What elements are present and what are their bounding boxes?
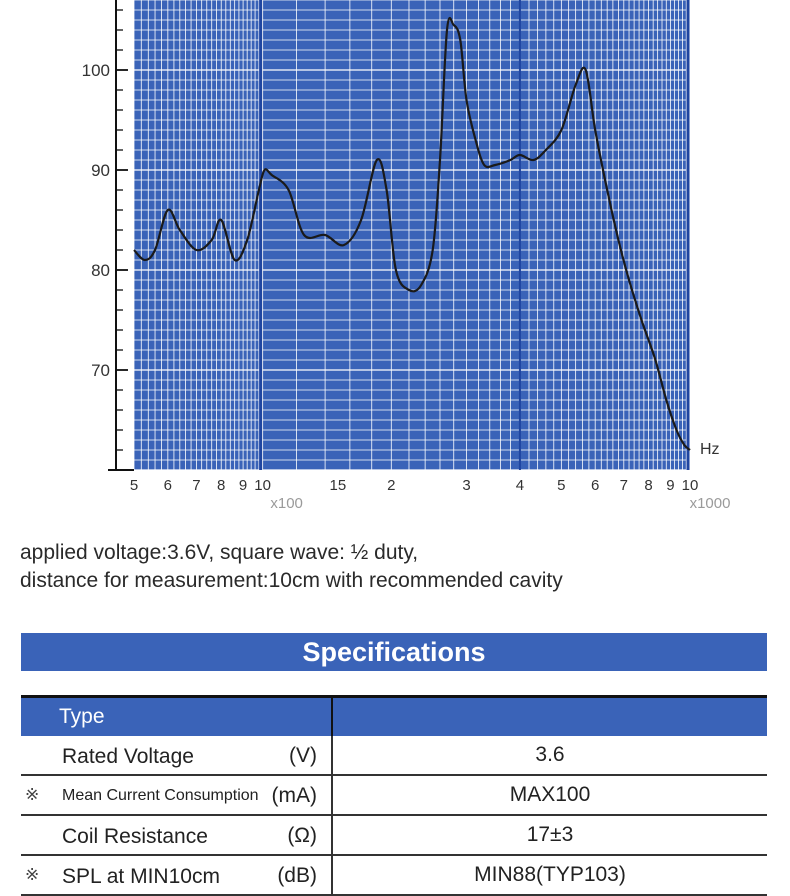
type-header: Type [21, 695, 332, 736]
grid-lines [133, 0, 691, 471]
x-unit-label: Hz [700, 441, 720, 458]
spec-parameter-name: Coil Resistance [62, 825, 208, 848]
y-tick-label: 90 [91, 161, 110, 180]
x-tick-label: 10 [254, 477, 271, 494]
spec-parameter-name: SPL at MIN10cm [62, 865, 220, 888]
x-tick-label: 3 [462, 477, 470, 494]
spec-unit: (Ω) [287, 824, 317, 847]
type-value-header [331, 695, 767, 736]
y-tick-label: 80 [91, 261, 110, 280]
x-tick-label: 10 [682, 477, 699, 494]
x-multiplier-label-hundreds: x100 [270, 495, 303, 512]
spec-row: ※ Mean Current Consumption (mA) MAX100 [21, 775, 767, 816]
x-tick-label: 8 [644, 477, 652, 494]
specifications-title: Specifications [21, 633, 767, 671]
x-tick-label: 8 [217, 477, 225, 494]
y-tick-label: 100 [82, 61, 110, 80]
x-tick-label: 7 [192, 477, 200, 494]
y-axis: 70 80 90 100 [82, 0, 134, 471]
spec-unit: (V) [289, 744, 317, 767]
spec-unit: (mA) [271, 784, 318, 807]
spec-parameter-name: Rated Voltage [62, 745, 194, 768]
spec-row: Rated Voltage (V) 3.6 [21, 736, 767, 776]
spec-value: MAX100 [331, 775, 767, 816]
y-tick-label: 70 [91, 361, 110, 380]
x-tick-label: 5 [130, 477, 138, 494]
response-curve [133, 16, 691, 451]
x-tick-label: 2 [387, 477, 395, 494]
x-tick-label: 15 [330, 477, 347, 494]
x-tick-label: 6 [164, 477, 172, 494]
spec-unit: (dB) [277, 864, 317, 887]
x-multiplier-label-thousands: x1000 [690, 495, 731, 512]
x-tick-label: 6 [591, 477, 599, 494]
x-tick-label: 4 [516, 477, 524, 494]
note-mark: ※ [25, 785, 40, 804]
measurement-note-line-2: distance for measurement:10cm with recom… [20, 569, 563, 592]
specifications-table: Type Rated Voltage (V) 3.6 ※ Mean Current Co… [21, 695, 767, 896]
spec-parameter-cell: Rated Voltage (V) [21, 736, 332, 776]
x-tick-label: 7 [620, 477, 628, 494]
spec-body: Rated Voltage (V) 3.6 ※ Mean Current Consump… [21, 736, 767, 896]
measurement-note-line-1: applied voltage:3.6V, square wave: ½ dut… [20, 541, 419, 564]
spec-value: 3.6 [331, 736, 767, 776]
spec-parameter-cell: ※ Mean Current Consumption (mA) [21, 775, 332, 816]
spec-row: Coil Resistance (Ω) 17±3 [21, 815, 767, 856]
spec-value: MIN88(TYP103) [331, 855, 767, 896]
spec-parameter-name: Mean Current Consumption [62, 787, 259, 804]
x-tick-label: 9 [666, 477, 674, 494]
spec-row: ※ SPL at MIN10cm (dB) MIN88(TYP103) [21, 855, 767, 896]
note-mark: ※ [25, 865, 40, 884]
spec-value: 17±3 [331, 815, 767, 856]
x-tick-label: 5 [557, 477, 565, 494]
spec-parameter-cell: Coil Resistance (Ω) [21, 815, 332, 856]
spec-parameter-cell: ※ SPL at MIN10cm (dB) [21, 855, 332, 896]
x-tick-label: 9 [239, 477, 247, 494]
x-axis-tick-labels: 5 6 7 8 9 10 15 2 3 4 5 6 7 8 9 10 [130, 477, 699, 494]
spec-header-row: Type [21, 695, 767, 736]
